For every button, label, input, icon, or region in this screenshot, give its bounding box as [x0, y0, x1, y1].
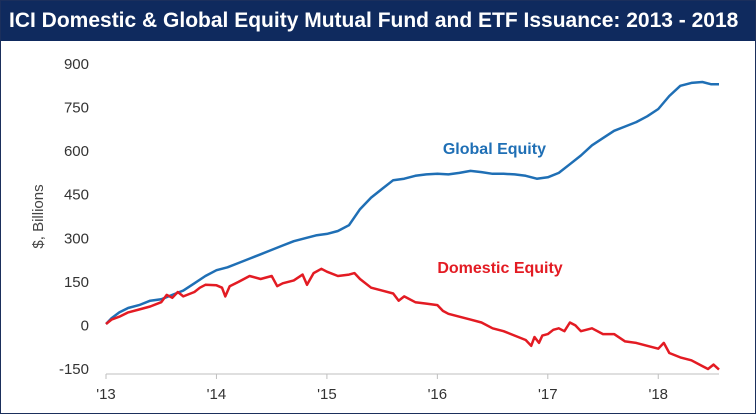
x-tick-label: '13	[96, 386, 116, 403]
y-axis-title: $, Billions	[30, 184, 47, 248]
x-tick-label: '14	[207, 386, 227, 403]
y-tick-label: 750	[64, 100, 89, 117]
y-tick-label: 600	[64, 143, 89, 160]
y-tick-label: 900	[64, 56, 89, 73]
global-equity-label: Global Equity	[443, 141, 546, 158]
series-lines	[105, 80, 720, 371]
x-tick-label: '16	[428, 386, 448, 403]
y-tick-label: 0	[81, 317, 89, 334]
x-axis: '13 '14 '15 '16 '17 '18	[96, 374, 668, 403]
x-tick-label: '17	[538, 386, 558, 403]
y-tick-label: 450	[64, 187, 89, 204]
series-labels: Global Equity Domestic Equity	[437, 141, 562, 277]
x-tick-label: '18	[648, 386, 668, 403]
domestic-equity-line	[105, 267, 720, 371]
x-tick-label: '15	[317, 386, 337, 403]
chart-title: ICI Domestic & Global Equity Mutual Fund…	[1, 1, 755, 41]
y-axis: 900 750 600 450 300 150 0 -150	[59, 56, 89, 378]
y-tick-label: 300	[64, 230, 89, 247]
global-equity-line	[105, 80, 719, 325]
y-tick-label: -150	[59, 361, 89, 378]
y-tick-label: 150	[64, 274, 89, 291]
domestic-equity-label: Domestic Equity	[437, 260, 562, 277]
